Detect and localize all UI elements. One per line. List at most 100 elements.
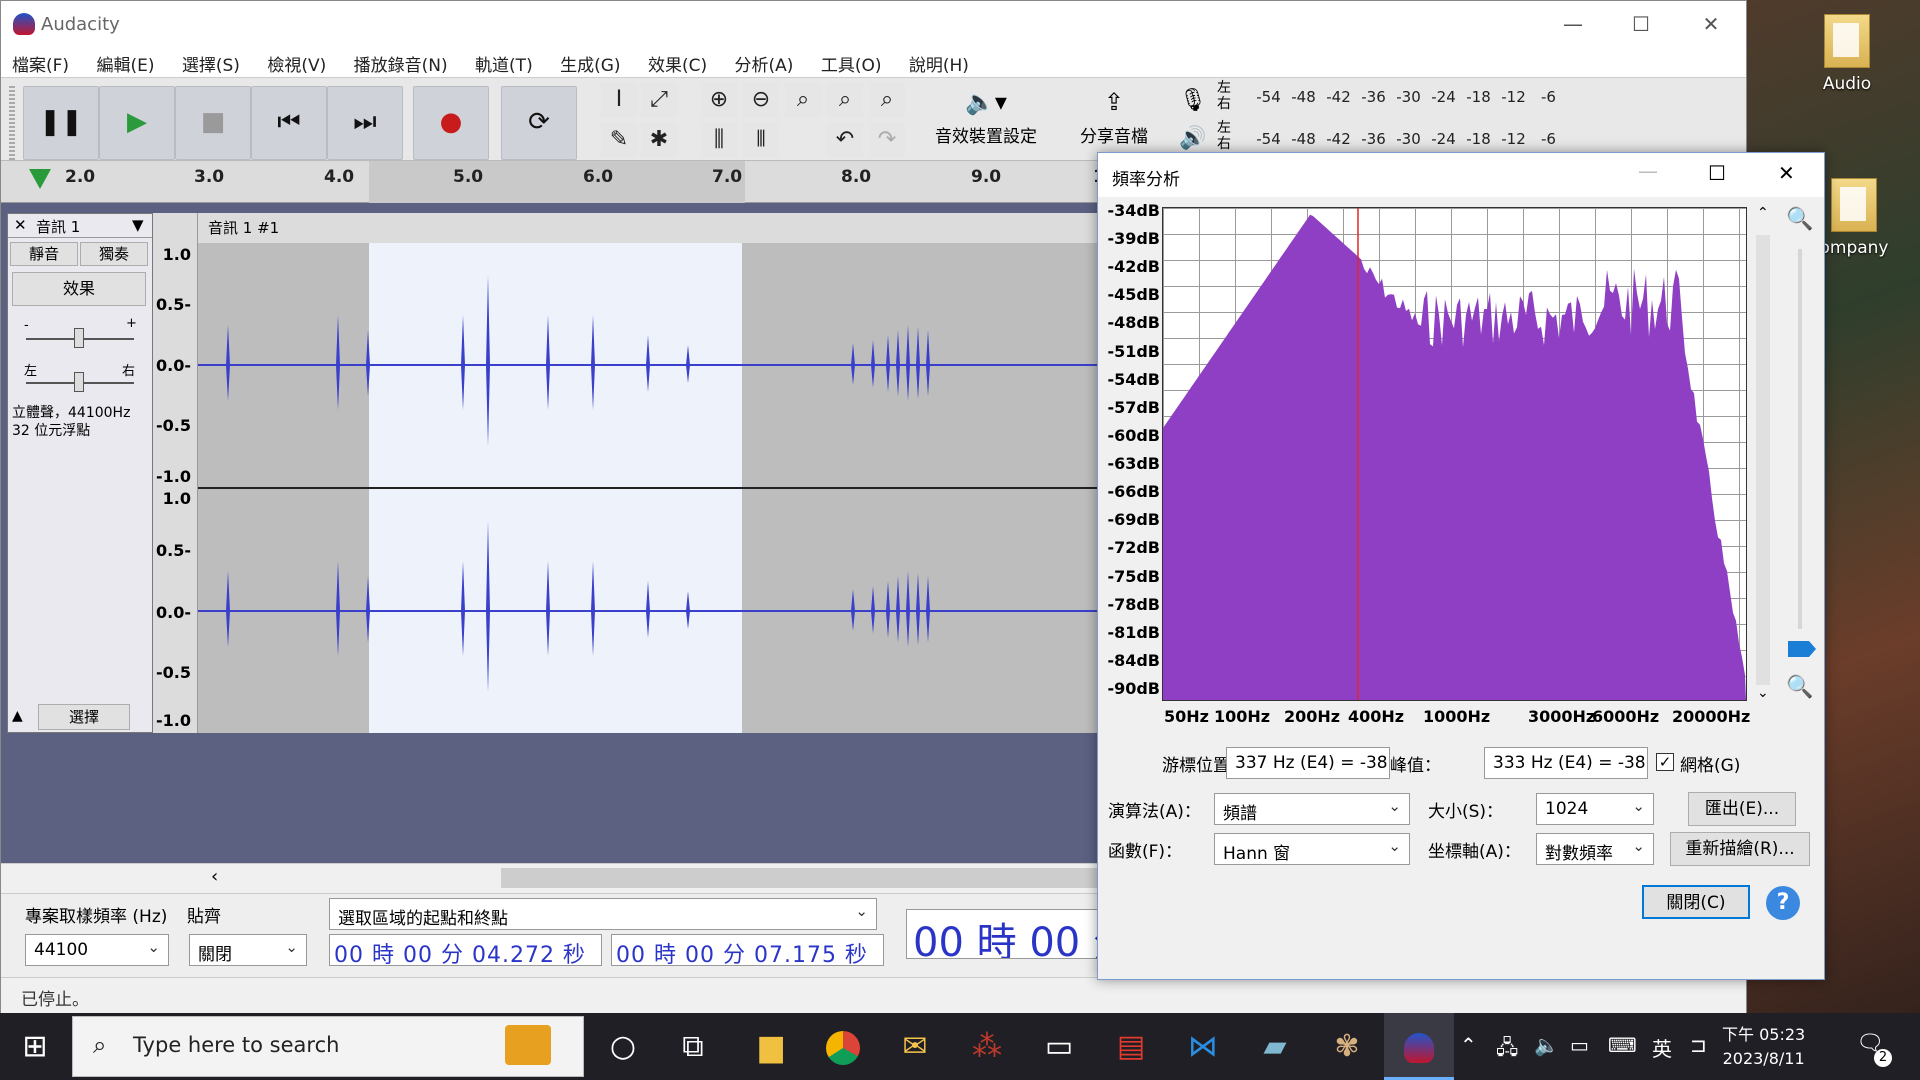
track-name-menu[interactable]: 音訊 1: [36, 218, 81, 236]
amplitude-ruler[interactable]: 1.0 0.5- 0.0- -0.5 -1.0 1.0 0.5- 0.0- -0…: [153, 213, 198, 733]
battery-icon[interactable]: ▭: [1570, 1033, 1589, 1057]
minimize-icon[interactable]: —: [1563, 12, 1583, 36]
fit-selection-button[interactable]: ⌕: [785, 82, 821, 118]
replot-button[interactable]: 重新描繪(R)...: [1670, 832, 1810, 866]
envelope-tool[interactable]: ⤢: [641, 82, 677, 118]
scroll-left-icon[interactable]: ‹: [211, 866, 219, 887]
taskbar-search[interactable]: ⌕ Type here to search: [72, 1016, 584, 1077]
selection-end-time[interactable]: 00 時 00 分 07.175 秒: [611, 934, 884, 966]
menu-help[interactable]: 說明(H): [908, 56, 969, 76]
ime-indicator[interactable]: 英: [1652, 1037, 1672, 1061]
undo-button[interactable]: ↶: [827, 122, 863, 158]
gain-slider-thumb[interactable]: [74, 328, 84, 348]
zoom-slider[interactable]: [1798, 249, 1802, 629]
menu-view[interactable]: 檢視(V): [267, 56, 327, 76]
multi-tool[interactable]: ✱: [641, 122, 677, 158]
algorithm-select[interactable]: 頻譜 ⌄: [1214, 793, 1410, 825]
stop-button[interactable]: ■: [175, 86, 251, 160]
solo-button[interactable]: 獨奏: [80, 242, 148, 266]
zoom-in-icon[interactable]: 🔍: [1786, 207, 1814, 232]
vertical-scrollbar[interactable]: ⌃ ⌄: [1754, 205, 1774, 705]
size-select[interactable]: 1024 ⌄: [1536, 793, 1654, 825]
track-close-icon[interactable]: ✕: [14, 216, 27, 234]
play-button[interactable]: ▶: [99, 86, 175, 160]
zoom-slider-thumb[interactable]: [1788, 641, 1816, 657]
close-button[interactable]: 關閉(C): [1642, 885, 1750, 919]
clock[interactable]: 下午 05:23 2023/8/11: [1722, 1023, 1805, 1071]
grid-checkbox[interactable]: ✓: [1656, 753, 1674, 771]
scroll-up-icon[interactable]: ⌃: [1757, 205, 1769, 221]
show-hidden-icons[interactable]: ⌃: [1460, 1033, 1477, 1057]
help-icon[interactable]: ?: [1766, 886, 1800, 920]
dialog-maximize-icon[interactable]: ☐: [1708, 161, 1726, 185]
audacity-taskbar-icon[interactable]: [1384, 1013, 1454, 1080]
cursor-position-field[interactable]: 337 Hz (E4) = -38 dB: [1226, 747, 1390, 779]
pause-button[interactable]: ❚❚: [23, 86, 99, 160]
desktop-icon-audio[interactable]: Audio: [1797, 14, 1897, 94]
speaker-icon[interactable]: 🔊: [1179, 126, 1207, 151]
windows-start-icon[interactable]: ⊞: [22, 1029, 48, 1064]
project-rate-select[interactable]: 44100 ⌄: [25, 934, 169, 966]
dialog-minimize-icon[interactable]: —: [1638, 159, 1658, 183]
menu-generate[interactable]: 生成(G): [560, 56, 621, 76]
scroll-down-icon[interactable]: ⌄: [1757, 685, 1769, 701]
close-icon[interactable]: ✕: [1702, 12, 1720, 36]
audio-setup-button[interactable]: 🔈▾ 音效裝置設定: [926, 84, 1046, 158]
fit-project-button[interactable]: ⌕: [827, 82, 863, 118]
vscode-icon[interactable]: ⋈: [1188, 1029, 1218, 1064]
selection-start-time[interactable]: 00 時 00 分 04.272 秒: [329, 934, 602, 966]
menu-tools[interactable]: 工具(O): [820, 56, 882, 76]
paint-app-icon[interactable]: ✾: [1334, 1029, 1360, 1064]
desktop-icon-company[interactable]: ompany: [1804, 178, 1904, 258]
file-explorer-icon[interactable]: ▆: [759, 1029, 783, 1064]
scroll-track[interactable]: [1756, 235, 1770, 685]
redo-button[interactable]: ↷: [869, 122, 905, 158]
menu-transport[interactable]: 播放錄音(N): [353, 56, 448, 76]
trim-button[interactable]: ⫼: [701, 122, 737, 158]
zoom-out-button[interactable]: ⊖: [743, 82, 779, 118]
microphone-icon[interactable]: 🎙: [1179, 88, 1207, 113]
share-audio-button[interactable]: ⇪ 分享音檔: [1071, 84, 1157, 158]
scroll-thumb[interactable]: [501, 868, 1101, 888]
axis-select[interactable]: 對數頻率 ⌄: [1536, 833, 1654, 865]
chrome-icon[interactable]: [808, 1013, 878, 1080]
terminal-icon[interactable]: ▭: [1044, 1029, 1074, 1064]
notepad-app-icon[interactable]: ▰: [1263, 1029, 1287, 1064]
play-head-icon[interactable]: [29, 169, 51, 189]
audio-position-display[interactable]: 00 時 00 分: [906, 909, 1106, 959]
menu-tracks[interactable]: 軌道(T): [475, 56, 533, 76]
loop-button[interactable]: ⟳: [501, 86, 577, 160]
export-button[interactable]: 匯出(E)...: [1688, 792, 1796, 826]
mail-app-icon[interactable]: ✉: [902, 1029, 928, 1064]
zoom-toggle-button[interactable]: ⌕: [869, 82, 905, 118]
task-view-icon[interactable]: ⧉: [682, 1029, 704, 1064]
skip-start-button[interactable]: ⏮: [251, 86, 327, 160]
menu-effect[interactable]: 效果(C): [647, 56, 708, 76]
toolbar-grip[interactable]: [9, 86, 15, 160]
maximize-icon[interactable]: ☐: [1632, 12, 1650, 36]
dialog-close-icon[interactable]: ✕: [1778, 161, 1795, 185]
track-effects-button[interactable]: 效果: [12, 272, 146, 306]
track-menu-dropdown-icon[interactable]: ▼: [132, 216, 144, 234]
record-button[interactable]: ●: [413, 86, 489, 160]
cortana-icon[interactable]: ○: [609, 1029, 637, 1064]
pdf-reader-icon[interactable]: ▤: [1116, 1029, 1146, 1064]
draw-tool[interactable]: ✎: [601, 122, 637, 158]
snap-select[interactable]: 關閉 ⌄: [189, 934, 307, 966]
zoom-in-button[interactable]: ⊕: [701, 82, 737, 118]
keyboard-icon[interactable]: ⌨: [1608, 1033, 1637, 1057]
selection-tool[interactable]: I: [601, 82, 637, 118]
silence-button[interactable]: ⫴: [743, 122, 779, 158]
selection-mode-select[interactable]: 選取區域的起點和終點 ⌄: [329, 898, 877, 930]
menu-file[interactable]: 檔案(F): [12, 56, 70, 76]
menu-edit[interactable]: 編輯(E): [96, 56, 155, 76]
volume-icon[interactable]: 🔈: [1534, 1033, 1559, 1057]
menu-select[interactable]: 選擇(S): [181, 56, 240, 76]
zoom-out-icon[interactable]: 🔍: [1786, 675, 1814, 700]
function-select[interactable]: Hann 窗 ⌄: [1214, 833, 1410, 865]
ime-mode-icon[interactable]: ⊐: [1690, 1033, 1707, 1057]
menu-analyze[interactable]: 分析(A): [734, 56, 794, 76]
pan-slider-thumb[interactable]: [74, 372, 84, 392]
resolve-app-icon[interactable]: ⁂: [972, 1029, 1002, 1064]
clip-name[interactable]: 音訊 1 #1: [198, 213, 1098, 243]
